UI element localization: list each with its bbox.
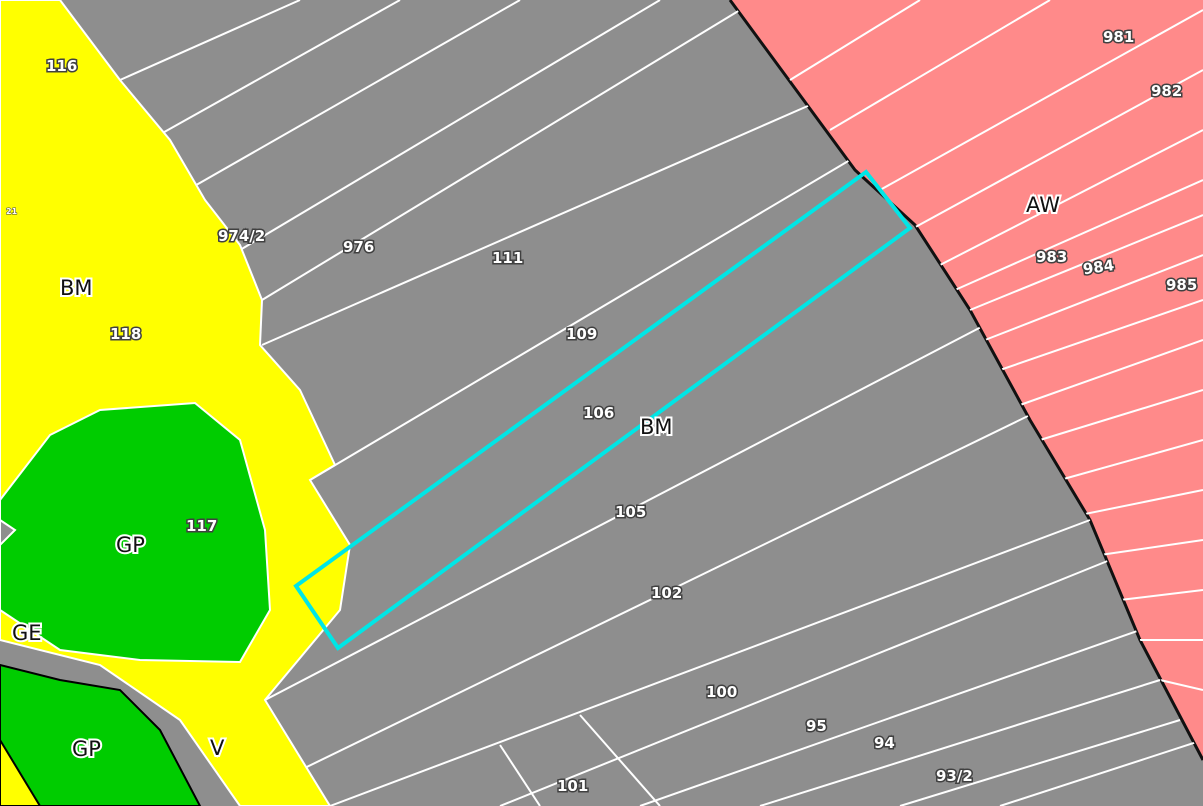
zone-labels: BM BM AW GP GP GE V [10,191,1062,763]
parcel-number-974-2: 974/2 [218,227,265,245]
zone-label-bm-west: BM [60,276,93,300]
parcel-number-118: 118 [110,325,141,343]
zone-label-aw: AW [1026,193,1060,217]
parcel-number-117: 117 [186,517,217,535]
zone-label-v: V [210,736,225,760]
parcel-number-94: 94 [874,734,895,752]
zone-label-bm-center: BM [640,415,673,439]
parcel-number-93-2: 93/2 [936,767,973,785]
parcel-number-109: 109 [566,325,597,343]
parcel-number-21: 21 [6,207,18,216]
selected-parcel-outline[interactable] [293,169,913,651]
parcel-number-976: 976 [343,238,374,256]
parcel-number-labels: 116 974/2 976 111 109 106 105 102 100 95… [6,27,1199,797]
parcel-number-102: 102 [651,584,682,602]
zone-gp-lower-area [0,663,202,806]
parcel-number-106: 106 [583,404,614,422]
parcel-number-982: 982 [1151,82,1182,100]
zone-gp-upper-area [0,401,272,664]
parcel-number-100: 100 [706,683,737,701]
parcel-lines-aw [789,0,1203,691]
zone-gp-upper-notch [0,518,17,547]
parcel-number-981: 981 [1103,28,1134,46]
zone-boundary-line [728,0,1203,761]
parcel-number-95: 95 [806,717,827,735]
zone-label-gp-upper: GP [116,533,145,557]
parcel-number-985: 985 [1166,276,1197,294]
zone-label-gp-lower: GP [72,737,101,761]
parcel-number-101: 101 [557,777,588,795]
zone-gp-lower-corner [0,738,42,806]
parcel-number-105: 105 [615,503,646,521]
parcel-number-116: 116 [46,57,77,75]
parcel-number-983: 983 [1036,248,1067,266]
parcel-number-111: 111 [492,249,523,267]
zone-label-ge: GE [12,621,42,645]
